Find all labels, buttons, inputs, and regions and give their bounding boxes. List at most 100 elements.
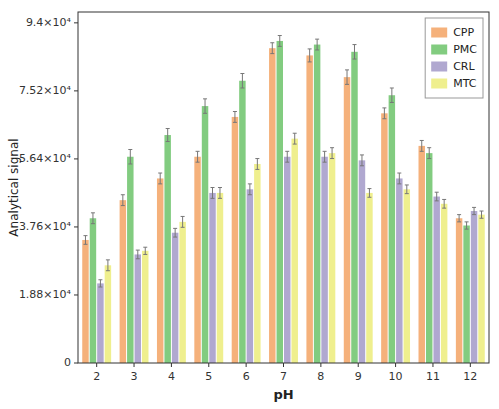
- bar: [247, 189, 253, 363]
- y-axis-label: Analytical signal: [7, 138, 21, 236]
- bar: [314, 45, 320, 363]
- x-tick: [208, 363, 209, 367]
- bar: [351, 52, 357, 363]
- error-bar: [457, 215, 461, 222]
- bar: [202, 106, 208, 363]
- error-bar: [91, 213, 95, 224]
- y-tick-label: 0: [64, 356, 71, 369]
- error-bar: [315, 39, 319, 50]
- legend-swatch: [431, 62, 447, 72]
- x-tick: [171, 363, 172, 367]
- error-bar: [196, 151, 200, 162]
- error-bar: [166, 129, 170, 142]
- bar: [277, 41, 283, 363]
- bar: [329, 153, 335, 363]
- x-tick-label: 9: [355, 370, 362, 383]
- error-bar: [128, 150, 132, 164]
- bar: [97, 283, 103, 363]
- error-bar: [323, 151, 327, 162]
- bar: [359, 160, 365, 363]
- error-bar: [382, 108, 386, 119]
- x-tick-label: 4: [168, 370, 175, 383]
- error-bar: [278, 36, 282, 47]
- error-bar: [405, 185, 409, 194]
- legend-swatch: [431, 28, 447, 38]
- bar: [157, 178, 163, 363]
- bar: [471, 211, 477, 363]
- error-bar: [367, 189, 371, 198]
- legend-label: CRL: [453, 60, 475, 73]
- x-tick-label: 7: [280, 370, 287, 383]
- bar: [172, 233, 178, 363]
- bar: [120, 200, 126, 363]
- y-tick: [74, 226, 78, 227]
- x-tick: [320, 363, 321, 367]
- error-bar: [270, 43, 274, 54]
- x-tick-label: 12: [463, 370, 477, 383]
- y-tick: [74, 363, 78, 364]
- bar: [344, 77, 350, 363]
- error-bar: [106, 260, 110, 271]
- error-bar: [218, 188, 222, 199]
- bar: [366, 193, 372, 363]
- bar: [105, 265, 111, 363]
- x-tick: [283, 363, 284, 367]
- error-bar: [211, 188, 215, 199]
- bar: [381, 113, 387, 363]
- error-bar: [442, 199, 446, 208]
- error-bar: [360, 155, 364, 166]
- error-bar: [420, 140, 424, 151]
- bar: [142, 251, 148, 363]
- bar: [478, 215, 484, 363]
- x-tick-label: 6: [243, 370, 250, 383]
- error-bar: [472, 207, 476, 214]
- y-tick-label: 5.64×10⁴: [19, 152, 72, 165]
- y-tick: [74, 158, 78, 159]
- error-bar: [158, 173, 162, 184]
- bar: [209, 193, 215, 363]
- error-bar: [98, 280, 102, 287]
- y-tick: [74, 90, 78, 91]
- error-bar: [248, 184, 252, 195]
- error-bar: [203, 99, 207, 113]
- error-bar: [397, 173, 401, 184]
- error-bar: [308, 49, 312, 62]
- bar: [441, 204, 447, 363]
- legend-swatch: [431, 79, 447, 89]
- y-tick-label: 9.4×10⁴: [26, 16, 72, 29]
- bar: [194, 157, 200, 363]
- error-bar: [285, 151, 289, 162]
- bar: [396, 178, 402, 363]
- legend-box: [425, 18, 483, 98]
- bar: [426, 153, 432, 363]
- bar: [135, 254, 141, 363]
- bar: [164, 135, 170, 363]
- error-bar: [136, 250, 140, 259]
- legend: CPPPMCCRLMTC: [425, 18, 483, 98]
- bar: [404, 189, 410, 363]
- x-tick: [134, 363, 135, 367]
- bar: [239, 81, 245, 363]
- x-tick: [358, 363, 359, 367]
- error-bar: [330, 148, 334, 159]
- legend-swatch: [431, 45, 447, 55]
- bar: [389, 95, 395, 363]
- error-bar: [143, 247, 147, 254]
- error-bar: [233, 112, 237, 123]
- bar: [463, 225, 469, 363]
- plot-frame: [78, 12, 489, 363]
- bar: [321, 157, 327, 363]
- legend-label: PMC: [453, 43, 477, 56]
- bar: [456, 218, 462, 363]
- x-tick-label: 10: [389, 370, 403, 383]
- y-tick-label: 7.52×10⁴: [19, 84, 72, 97]
- x-tick-label: 8: [317, 370, 324, 383]
- error-bar: [465, 222, 469, 229]
- error-bar: [352, 45, 356, 59]
- x-tick-label: 2: [93, 370, 100, 383]
- x-tick: [395, 363, 396, 367]
- error-bar: [121, 195, 125, 206]
- bar: [269, 48, 275, 363]
- error-bar: [181, 216, 185, 227]
- bar: [419, 146, 425, 363]
